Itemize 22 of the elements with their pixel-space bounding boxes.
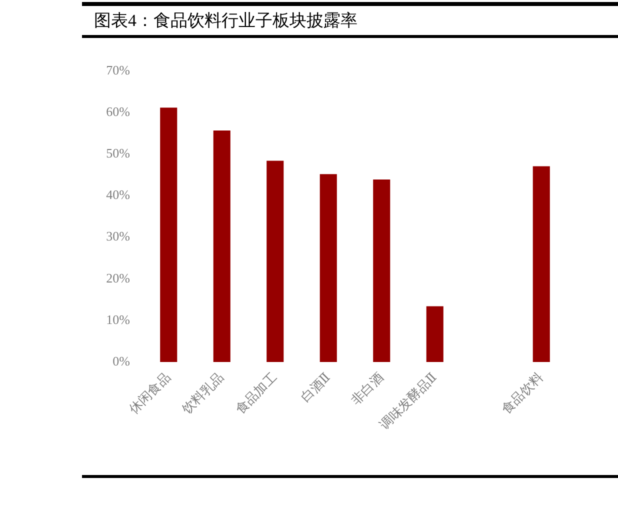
x-tick-label: 食品加工 — [232, 369, 280, 417]
y-tick-label: 20% — [106, 270, 130, 286]
y-tick-label: 50% — [106, 146, 130, 161]
bar — [160, 108, 178, 362]
y-tick-label: 10% — [106, 312, 130, 327]
y-tick-label: 70% — [106, 62, 130, 78]
y-tick-label: 60% — [106, 104, 130, 119]
bar — [320, 174, 337, 362]
chart-title: 图表4：食品饮料行业子板块披露率 — [94, 10, 358, 32]
bar — [532, 166, 550, 362]
x-tick-label: 非白酒 — [348, 369, 386, 408]
bar — [426, 306, 444, 362]
y-tick-label: 30% — [106, 228, 130, 244]
x-tick-label: 饮料乳品 — [178, 369, 226, 418]
x-tick-label: 食品饮料 — [498, 369, 546, 417]
x-tick-label: 白酒Ⅱ — [298, 369, 334, 405]
y-tick-label: 40% — [106, 187, 130, 202]
bar — [266, 160, 284, 362]
bar — [213, 130, 230, 362]
x-tick-label: 休闲食品 — [126, 369, 174, 417]
bar — [373, 180, 390, 362]
y-tick-label: 0% — [112, 353, 130, 368]
